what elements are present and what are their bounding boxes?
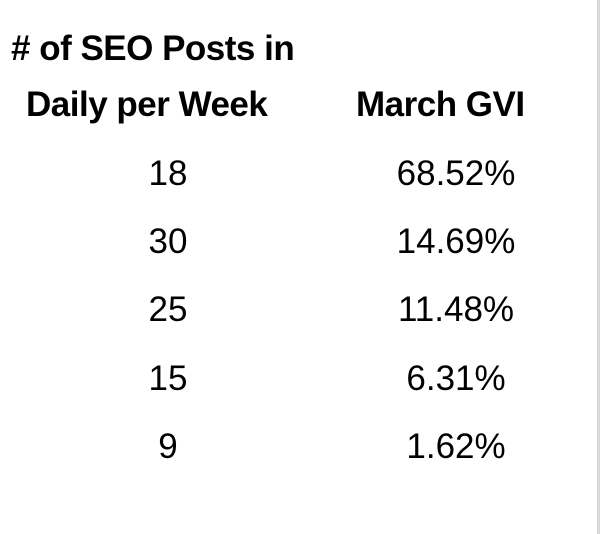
column-header-posts-line2: Daily per Week xyxy=(26,85,268,124)
table-cell-gvi: 14.69% xyxy=(396,222,516,261)
table-cell-gvi: 6.31% xyxy=(406,359,506,398)
table-cell-gvi: 68.52% xyxy=(396,154,516,193)
image-edge-divider xyxy=(597,0,600,534)
table-cell-posts: 30 xyxy=(148,222,188,261)
table-cell-posts: 9 xyxy=(158,427,178,466)
column-header-march-gvi: March GVI xyxy=(356,85,525,124)
table-cell-posts: 18 xyxy=(148,154,188,193)
column-header-posts-line1: # of SEO Posts in xyxy=(11,29,295,68)
table-cell-posts: 25 xyxy=(148,290,188,329)
table-cell-gvi: 1.62% xyxy=(406,427,506,466)
table-cell-posts: 15 xyxy=(148,359,188,398)
table-cell-gvi: 11.48% xyxy=(397,290,515,329)
